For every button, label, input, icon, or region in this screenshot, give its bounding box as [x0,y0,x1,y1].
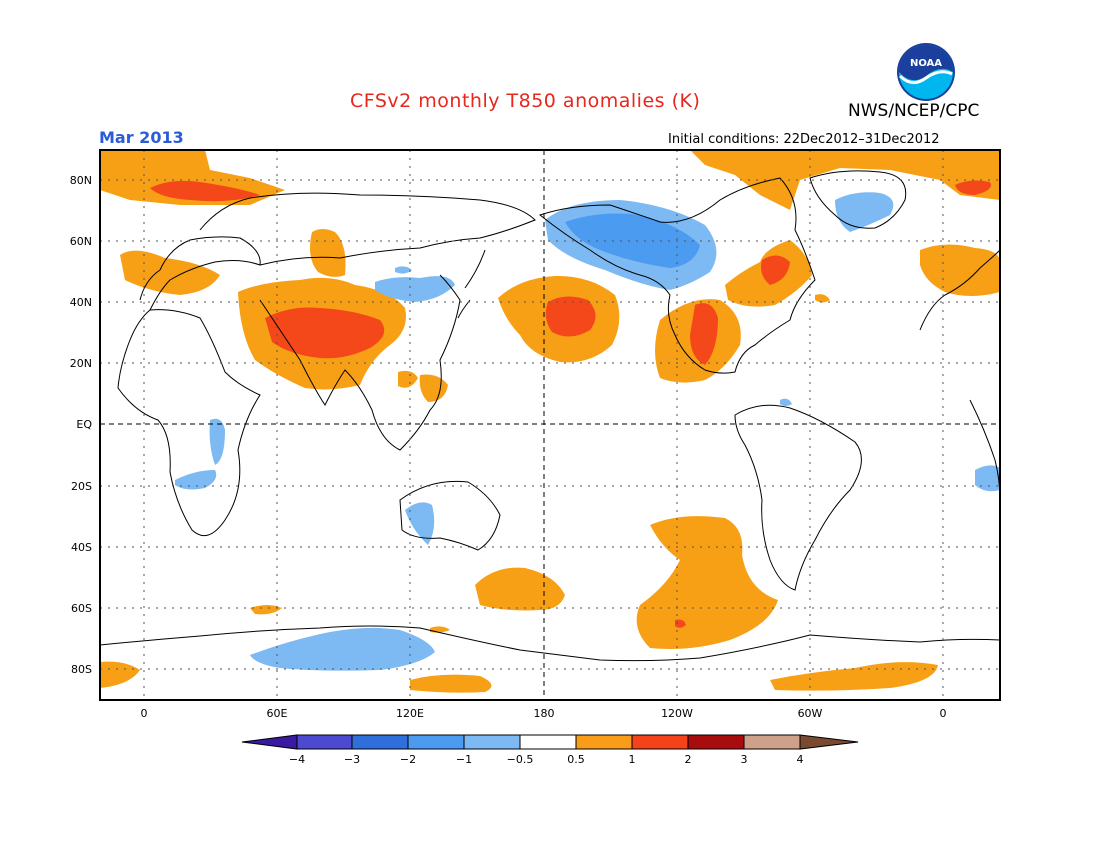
legend-arrow-right [799,734,859,750]
legend-tick: 0.5 [567,753,585,766]
noaa-logo: NOAA [896,42,956,102]
legend-swatch [519,734,577,750]
lat-label: EQ [76,418,92,431]
legend-tick: −2 [400,753,416,766]
anomaly-shading [100,150,1000,693]
initial-conditions: Initial conditions: 22Dec2012–31Dec2012 [668,132,940,147]
coastlines [100,170,1000,662]
lon-label: 0 [940,707,947,720]
lat-label: 20S [71,480,92,493]
map-frame [99,149,1001,701]
lat-label: 40S [71,541,92,554]
legend-tick: 3 [741,753,748,766]
legend-tick: −3 [344,753,360,766]
legend-tick: −0.5 [507,753,534,766]
legend-tick: 1 [629,753,636,766]
lon-label: 60E [267,707,288,720]
svg-text:NOAA: NOAA [910,58,942,69]
legend-swatch [575,734,633,750]
lon-label: 120W [661,707,693,720]
lat-label: 60N [70,235,92,248]
lon-label: 180 [534,707,555,720]
lat-label: 60S [71,602,92,615]
color-legend: −4 −3 −2 −1 −0.5 0.5 1 2 3 4 [241,734,859,766]
legend-swatch [296,734,353,750]
chart-title: CFSv2 monthly T850 anomalies (K) [350,90,701,112]
legend-swatch [351,734,409,750]
lon-label: 120E [396,707,424,720]
lat-label: 80S [71,663,92,676]
lat-axis: 80N 60N 40N 20N EQ 20S 40S 60S 80S [70,174,93,676]
legend-tick: −4 [289,753,305,766]
legend-tick: 4 [797,753,804,766]
legend-swatch [687,734,745,750]
agency-label: NWS/NCEP/CPC [848,101,980,121]
legend-swatch [743,734,801,750]
lon-axis: 0 60E 120E 180 120W 60W 0 [141,707,947,720]
legend-tick: 2 [685,753,692,766]
lon-label: 60W [798,707,823,720]
graticule [100,150,1000,700]
legend-swatch [407,734,465,750]
lat-label: 20N [70,357,92,370]
legend-swatch [631,734,689,750]
forecast-month: Mar 2013 [99,128,184,147]
legend-tick: −1 [456,753,472,766]
lat-label: 80N [70,174,92,187]
lon-label: 0 [141,707,148,720]
legend-arrow-left [241,734,298,750]
lat-label: 40N [70,296,92,309]
legend-swatch [463,734,521,750]
